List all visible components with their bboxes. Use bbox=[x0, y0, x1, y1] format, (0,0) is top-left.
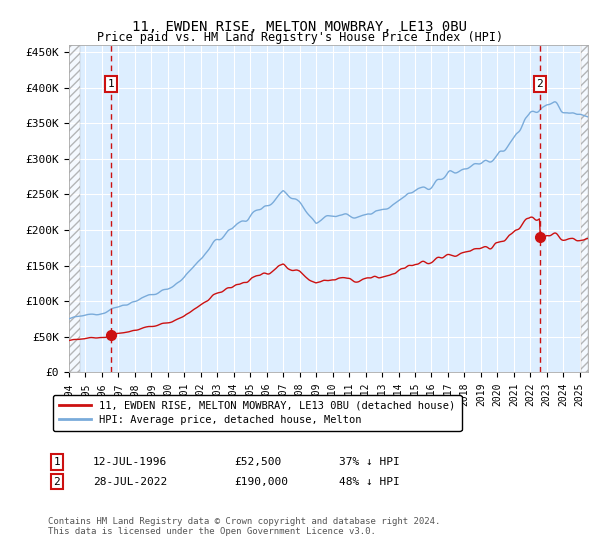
Text: 28-JUL-2022: 28-JUL-2022 bbox=[93, 477, 167, 487]
Text: 11, EWDEN RISE, MELTON MOWBRAY, LE13 0BU: 11, EWDEN RISE, MELTON MOWBRAY, LE13 0BU bbox=[133, 20, 467, 34]
Legend: 11, EWDEN RISE, MELTON MOWBRAY, LE13 0BU (detached house), HPI: Average price, d: 11, EWDEN RISE, MELTON MOWBRAY, LE13 0BU… bbox=[53, 395, 461, 431]
Text: 12-JUL-1996: 12-JUL-1996 bbox=[93, 457, 167, 467]
Text: 48% ↓ HPI: 48% ↓ HPI bbox=[339, 477, 400, 487]
Text: 37% ↓ HPI: 37% ↓ HPI bbox=[339, 457, 400, 467]
Text: 2: 2 bbox=[536, 79, 543, 89]
Text: £52,500: £52,500 bbox=[234, 457, 281, 467]
Text: 1: 1 bbox=[53, 457, 61, 467]
Text: Contains HM Land Registry data © Crown copyright and database right 2024.
This d: Contains HM Land Registry data © Crown c… bbox=[48, 517, 440, 536]
Text: 1: 1 bbox=[107, 79, 114, 89]
Bar bbox=[69, 45, 80, 372]
Text: 2: 2 bbox=[53, 477, 61, 487]
Text: Price paid vs. HM Land Registry's House Price Index (HPI): Price paid vs. HM Land Registry's House … bbox=[97, 31, 503, 44]
Bar bbox=[581, 45, 588, 372]
Text: £190,000: £190,000 bbox=[234, 477, 288, 487]
